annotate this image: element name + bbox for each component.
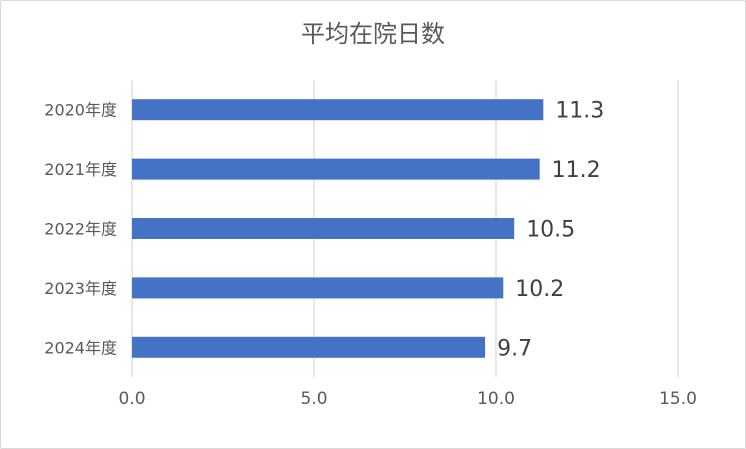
y-tick-label: 2024年度 xyxy=(44,338,117,357)
x-tick-label: 15.0 xyxy=(659,389,697,409)
y-tick-label: 2020年度 xyxy=(44,101,117,120)
data-labels: 11.3 11.2 10.5 10.2 9.7 xyxy=(497,99,604,362)
data-label: 10.5 xyxy=(526,218,575,243)
data-label: 11.3 xyxy=(555,99,604,124)
bar xyxy=(132,158,540,180)
bar xyxy=(132,99,544,121)
bar xyxy=(132,336,486,358)
data-label: 11.2 xyxy=(552,158,601,183)
bar xyxy=(132,277,504,299)
chart-title: 平均在院日数 xyxy=(301,20,445,48)
x-tick-label: 5.0 xyxy=(300,389,327,409)
data-label: 10.2 xyxy=(515,277,564,302)
x-axis-tick-labels: 0.0 5.0 10.0 15.0 xyxy=(118,389,696,409)
y-tick-label: 2023年度 xyxy=(44,279,117,298)
y-tick-label: 2021年度 xyxy=(44,160,117,179)
y-axis-tick-labels: 2020年度 2021年度 2022年度 2023年度 2024年度 xyxy=(44,101,117,358)
x-tick-label: 0.0 xyxy=(118,389,145,409)
bar xyxy=(132,218,515,239)
y-tick-label: 2022年度 xyxy=(44,220,117,239)
data-label: 9.7 xyxy=(497,336,532,361)
bars xyxy=(132,99,544,358)
x-tick-label: 10.0 xyxy=(477,389,515,409)
